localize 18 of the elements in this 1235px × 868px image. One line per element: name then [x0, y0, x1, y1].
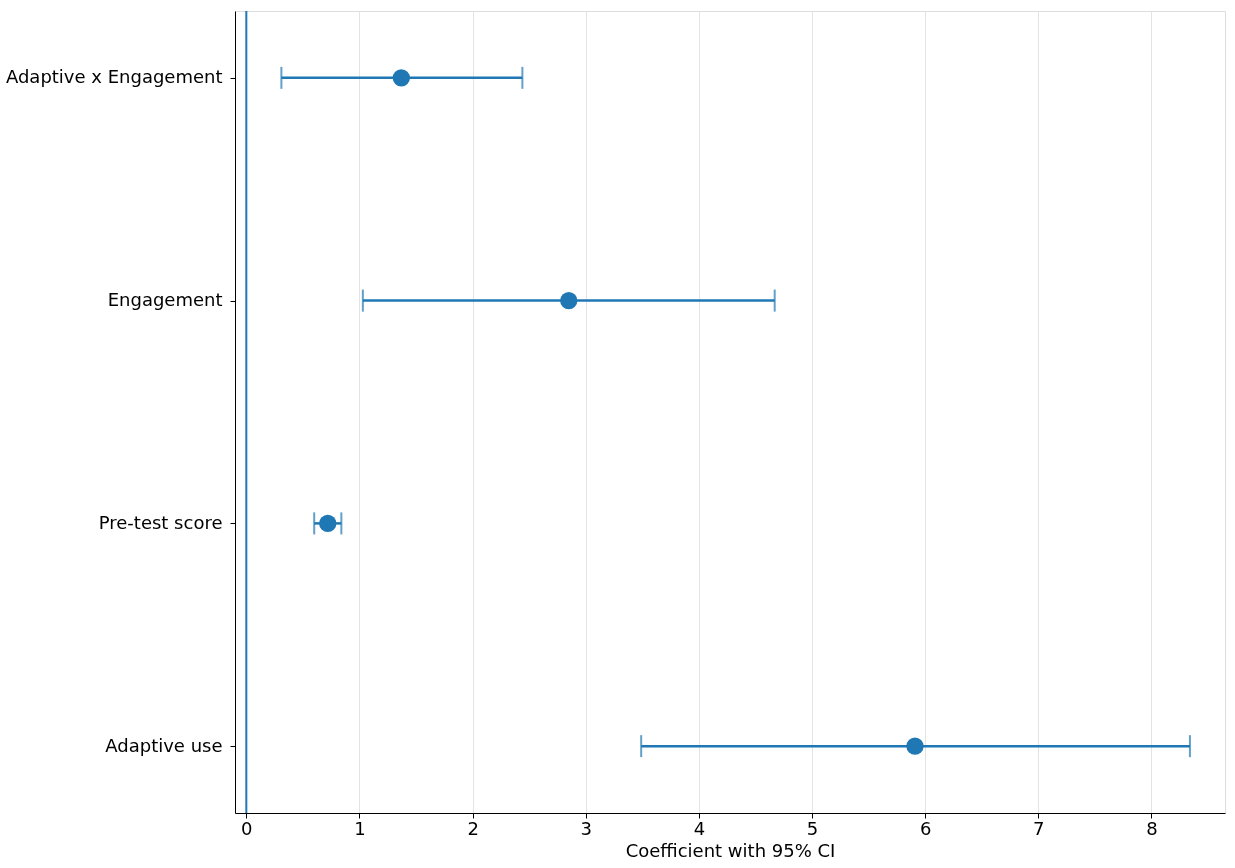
x-tick-label: 1: [354, 817, 366, 839]
point: [319, 514, 337, 533]
x-axis-title: Coefficient with 95% CI: [625, 839, 836, 861]
y-tick-label: Adaptive x Engagement: [5, 66, 223, 88]
x-tick-label: 0: [241, 817, 253, 839]
x-tick-label: 3: [580, 817, 592, 839]
x-tick-label: 7: [1033, 817, 1045, 839]
x-tick-label: 6: [919, 817, 932, 839]
y-tick-label: Engagement: [107, 289, 223, 311]
x-tick-label: 8: [1146, 817, 1158, 839]
point: [560, 291, 578, 310]
x-tick-label: 5: [806, 817, 819, 839]
y-tick-label: Adaptive use: [105, 734, 223, 756]
point: [392, 69, 410, 87]
x-tick-label: 4: [693, 817, 706, 839]
point: [906, 737, 924, 755]
x-tick-label: 2: [467, 817, 479, 839]
y-tick-label: Pre-test score: [98, 511, 223, 533]
